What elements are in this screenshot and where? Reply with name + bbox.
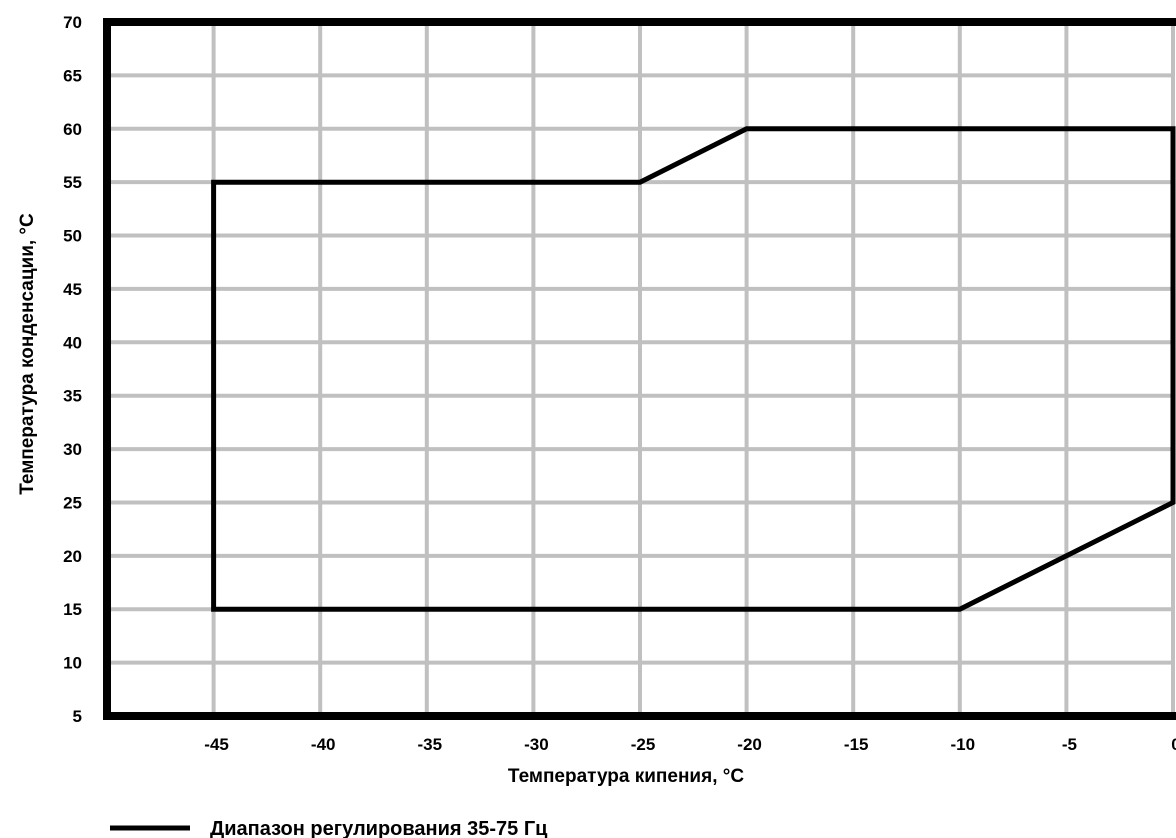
x-tick-label: -5 [1062, 735, 1077, 754]
x-tick-labels: -45 -40 -35 -30 -25 -20 -15 -10 -5 0 [204, 735, 1176, 754]
y-tick-label: 65 [63, 66, 82, 85]
x-tick-label: -45 [204, 735, 229, 754]
y-tick-labels: 5 10 15 20 25 30 35 40 45 50 55 60 65 70 [63, 13, 82, 726]
y-tick-label: 45 [63, 280, 82, 299]
operating-envelope-line [211, 126, 1176, 612]
y-tick-label: 5 [73, 707, 82, 726]
legend-label: Диапазон регулирования 35-75 Гц [210, 818, 548, 838]
x-tick-label: -35 [418, 735, 443, 754]
x-tick-label: -20 [737, 735, 762, 754]
y-tick-label: 50 [63, 227, 82, 246]
x-tick-label: -25 [631, 735, 656, 754]
x-axis-label: Температура кипения, °C [508, 766, 744, 787]
y-tick-label: 15 [63, 600, 82, 619]
y-axis-label: Температура конденсации, °C [17, 213, 38, 495]
y-tick-label: 25 [63, 493, 82, 512]
y-tick-label: 40 [63, 333, 82, 352]
x-tick-label: -10 [951, 735, 976, 754]
grid [107, 20, 1175, 718]
y-tick-label: 10 [63, 654, 82, 673]
x-tick-label: 0 [1171, 735, 1176, 754]
y-tick-label: 60 [63, 120, 82, 139]
x-tick-label: -40 [311, 735, 336, 754]
y-tick-label: 35 [63, 387, 82, 406]
y-tick-label: 55 [63, 173, 82, 192]
y-tick-label: 30 [63, 440, 82, 459]
y-tick-label: 70 [63, 13, 82, 32]
x-tick-label: -30 [524, 735, 549, 754]
plot-frame [103, 18, 1176, 720]
y-tick-label: 20 [63, 547, 82, 566]
x-tick-label: -15 [844, 735, 869, 754]
